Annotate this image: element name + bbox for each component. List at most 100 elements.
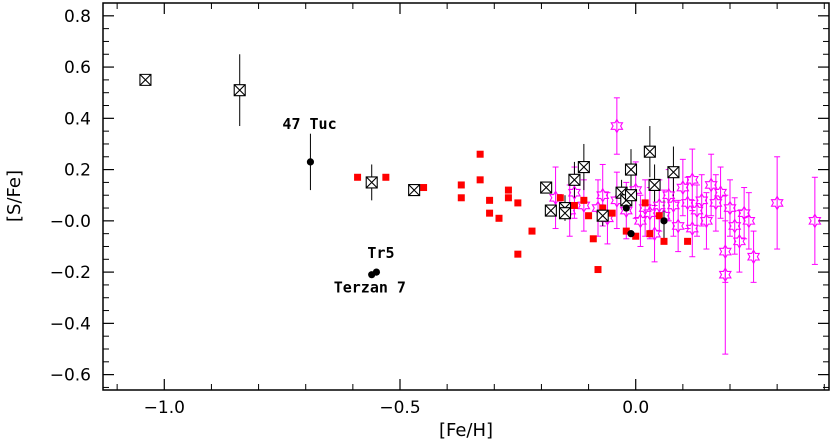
data-point-red-square xyxy=(514,250,522,258)
data-point-red-square xyxy=(504,194,512,202)
annotation-label: 47 Tuc xyxy=(282,115,336,133)
data-point-red-square xyxy=(622,227,630,235)
data-point-crossed-square xyxy=(596,209,609,222)
data-point-red-square xyxy=(684,237,692,245)
data-point-star xyxy=(596,187,610,203)
data-point-star xyxy=(685,172,699,188)
data-point-star xyxy=(680,195,695,211)
data-point-crossed-square xyxy=(233,84,246,97)
y-tick-label: 0.6 xyxy=(64,58,91,78)
data-point-star xyxy=(619,203,633,219)
data-point-red-square xyxy=(594,266,602,274)
data-point-crossed-square xyxy=(667,166,680,179)
data-point-star xyxy=(676,179,690,196)
data-point-star xyxy=(732,233,747,249)
annotations: 47 Tuc Tr5 Terzan 7 xyxy=(282,115,406,297)
data-point-red-square xyxy=(476,150,484,158)
data-point-crossed-square xyxy=(568,173,581,186)
x-tick-label: −0.5 xyxy=(379,398,420,418)
data-point-red-square xyxy=(660,237,668,245)
data-point-red-square xyxy=(655,212,663,220)
data-point-cluster xyxy=(627,230,635,238)
data-point-red-square xyxy=(457,181,465,189)
data-point-red-square xyxy=(354,173,362,181)
y-tick-label: 0.4 xyxy=(64,109,91,129)
data-point-star xyxy=(610,118,624,134)
data-point-star xyxy=(718,267,732,283)
data-point-star xyxy=(666,197,681,214)
plot-frame xyxy=(102,2,830,391)
data-point-star xyxy=(699,213,714,229)
data-point-crossed-square xyxy=(624,163,638,176)
data-point-star xyxy=(709,195,723,211)
data-point-red-square xyxy=(646,230,654,238)
data-point-red-square xyxy=(632,232,640,240)
data-point-red-square xyxy=(556,194,564,202)
y-tick-label: 0.2 xyxy=(64,161,91,181)
data-point-red-square xyxy=(495,214,503,222)
data-point-red-square xyxy=(382,173,390,181)
data-point-star xyxy=(685,220,699,237)
data-point-crossed-square xyxy=(648,178,661,192)
data-point-crossed-square xyxy=(544,204,557,217)
annotation-label: Terzan 7 xyxy=(334,279,406,297)
data-point-red-square xyxy=(514,199,522,207)
data-point-star xyxy=(671,218,685,234)
data-point-cluster xyxy=(368,271,376,279)
data-point-red-square xyxy=(486,209,494,217)
data-point-star xyxy=(718,244,732,260)
data-point-red-square xyxy=(585,212,593,220)
data-point-red-square xyxy=(476,176,484,184)
axis-ticks xyxy=(103,2,829,390)
data-point-star xyxy=(643,205,657,221)
data-point-crossed-square xyxy=(139,73,152,86)
y-tick-label: −0.6 xyxy=(50,366,91,386)
data-point-red-square xyxy=(641,199,649,207)
data-point-star xyxy=(713,185,728,201)
data-point-crossed-square xyxy=(540,181,553,194)
y-tick-label: −0.4 xyxy=(50,314,91,334)
data-point-star xyxy=(746,249,761,265)
data-point-crossed-square xyxy=(643,145,656,158)
data-point-star xyxy=(577,197,591,214)
data-point-crossed-square xyxy=(365,176,378,189)
y-tick-label: −0.0 xyxy=(50,212,91,232)
data-point-cluster xyxy=(622,204,630,212)
data-point-red-square xyxy=(457,194,465,202)
tick-labels: −1.0 −0.5 0.0 0.8 0.6 0.4 0.2 −0.0 −0.2 −0.4 −0.6 xyxy=(50,7,650,418)
data-point-red-square xyxy=(420,184,428,192)
y-tick-label: −0.2 xyxy=(50,263,91,283)
data-point-red-square xyxy=(570,201,578,209)
x-tick-label: 0.0 xyxy=(622,398,649,418)
data-point-crossed-square xyxy=(577,160,590,174)
data-point-star xyxy=(742,213,756,229)
y-axis-title: [S/Fe] xyxy=(4,170,25,222)
data-point-star xyxy=(567,185,582,201)
annotation-label: Tr5 xyxy=(367,244,394,262)
data-point-star xyxy=(723,200,737,216)
data-point-star xyxy=(633,213,648,229)
data-point-red-square xyxy=(589,235,597,243)
data-point-red-square xyxy=(528,227,536,235)
x-tick-label: −1.0 xyxy=(144,398,185,418)
data-point-red-square xyxy=(486,196,494,204)
data-point-star xyxy=(690,203,704,219)
data-point-crossed-square xyxy=(558,207,572,220)
data-point-red-square xyxy=(599,204,607,212)
data-point-star xyxy=(808,213,822,229)
x-axis-title: [Fe/H] xyxy=(439,420,493,441)
data-point-cluster xyxy=(660,217,668,225)
data-point-star xyxy=(695,192,709,208)
y-tick-label: 0.8 xyxy=(64,7,91,27)
data-point-red-square xyxy=(580,196,588,204)
data-point-crossed-square xyxy=(624,189,638,202)
data-point-red-square xyxy=(608,209,616,217)
data-point-crossed-square xyxy=(408,184,421,197)
data-point-cluster xyxy=(306,158,315,166)
data-points xyxy=(139,73,822,283)
data-point-star xyxy=(704,177,718,193)
data-point-star xyxy=(728,218,742,234)
data-point-red-square xyxy=(504,186,512,194)
data-point-star xyxy=(770,195,784,211)
